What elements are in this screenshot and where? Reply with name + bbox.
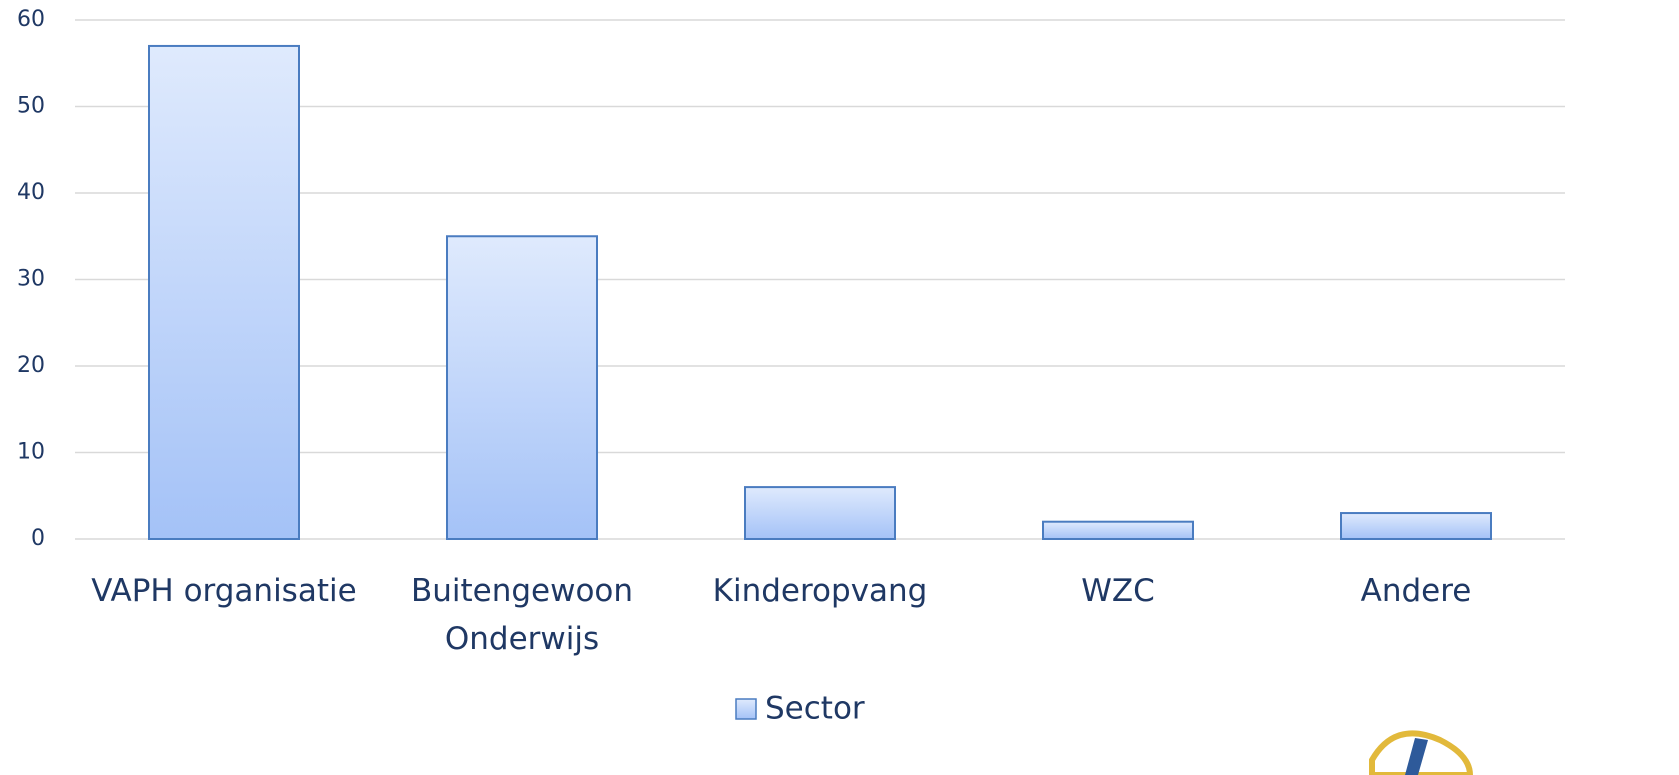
y-tick-label: 0 [31, 526, 45, 551]
x-tick-label: WZC [1081, 573, 1155, 609]
bar [148, 44, 300, 540]
legend-label: Sector [765, 691, 865, 727]
bar [744, 486, 896, 541]
y-tick-label: 20 [17, 353, 45, 378]
x-tick-label: Andere [1360, 573, 1472, 609]
x-tick-label: Kinderopvang [712, 573, 928, 609]
bar [1042, 520, 1194, 541]
y-tick-label: 60 [17, 7, 45, 32]
legend-swatch [735, 698, 757, 720]
y-tick-label: 50 [17, 94, 45, 119]
bar [446, 235, 598, 540]
y-tick-label: 30 [17, 267, 45, 292]
x-tick-label: Buitengewoon Onderwijs [410, 573, 634, 657]
x-tick-label: VAPH organisatie [91, 573, 357, 609]
logo [1369, 730, 1474, 775]
y-tick-label: 10 [17, 440, 45, 465]
y-tick-label: 40 [17, 180, 45, 205]
bar [1340, 512, 1492, 540]
